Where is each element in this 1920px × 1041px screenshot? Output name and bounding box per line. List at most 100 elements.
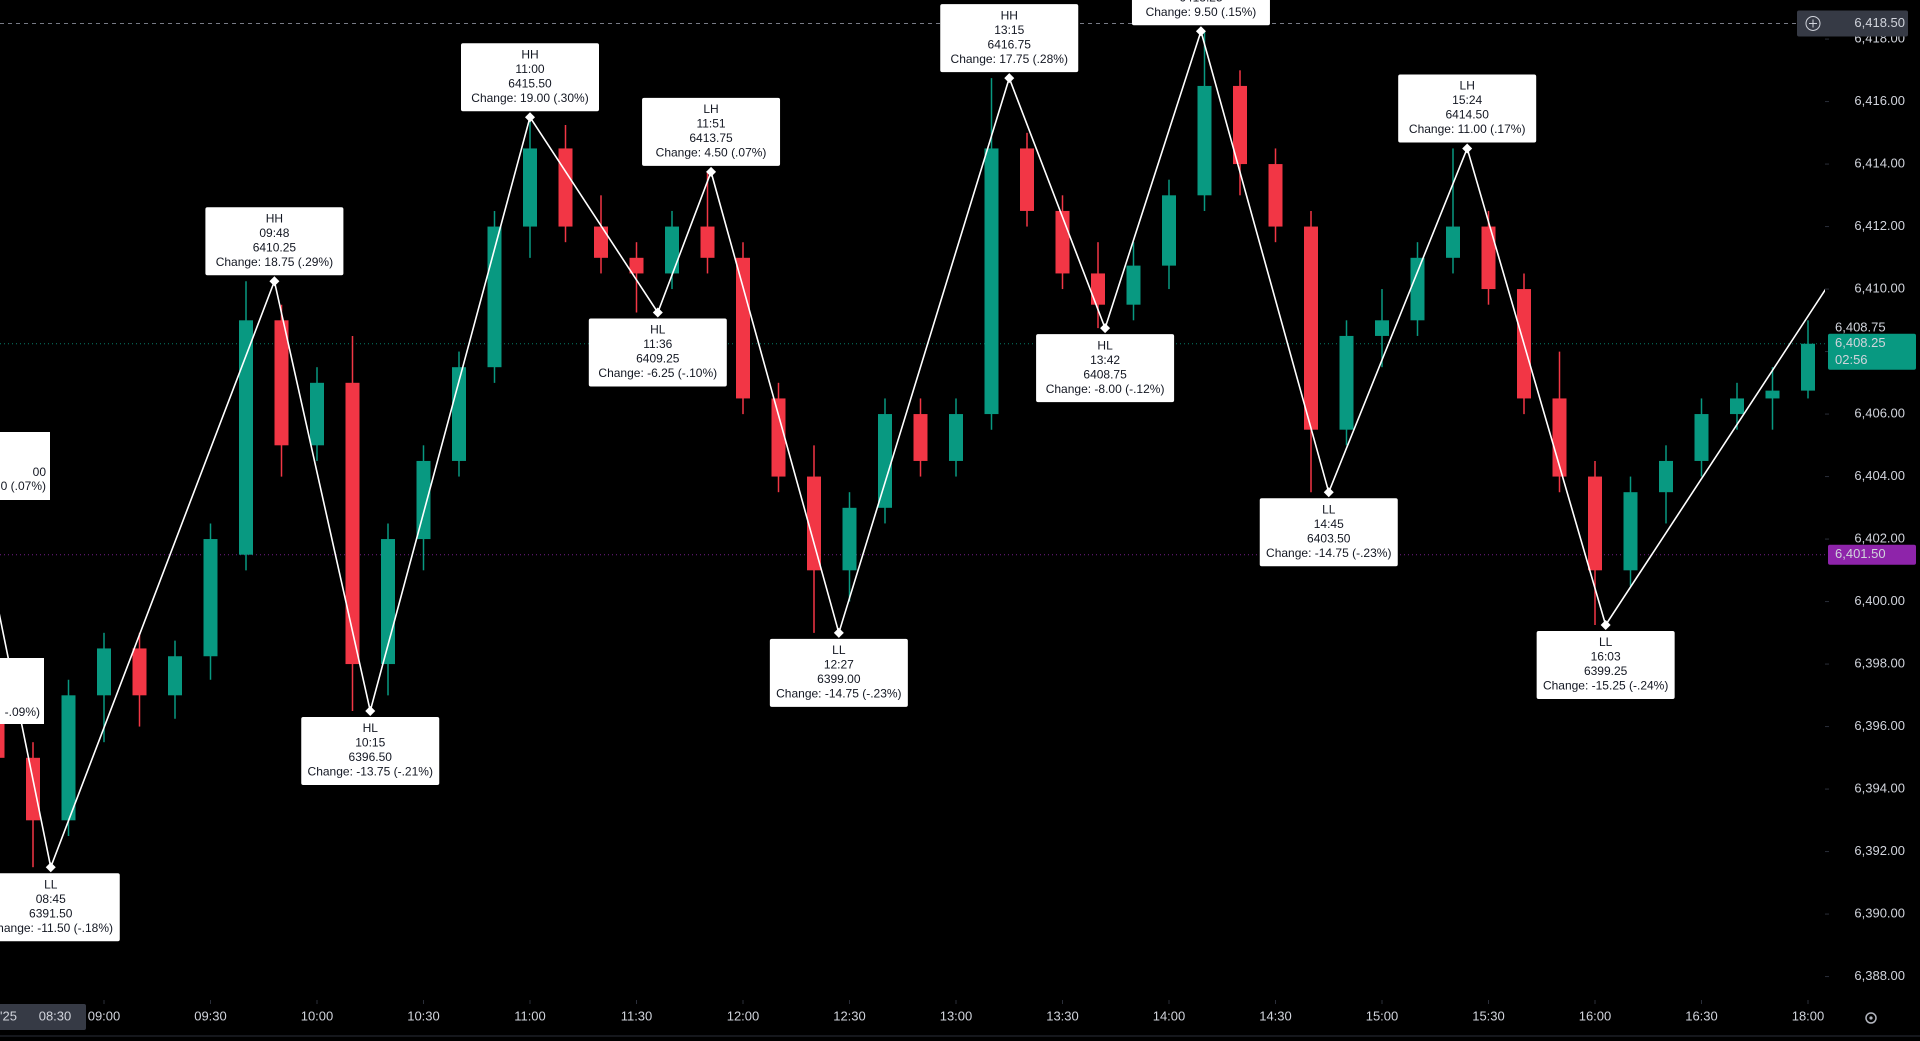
x-tick-label: 16:30 [1685, 1008, 1718, 1023]
pivot-box [1536, 631, 1675, 699]
candle-body [1801, 343, 1815, 391]
pivot-times: 14:45 [1314, 517, 1344, 531]
pivot-box [642, 97, 781, 166]
pivot-kinds: LL [832, 643, 846, 657]
candle-body [452, 367, 466, 461]
pivot-box [940, 4, 1079, 73]
candle-body [1197, 85, 1212, 196]
candle-body [416, 460, 431, 540]
pivot-changes: Change: 4.50 (.07%) [656, 146, 767, 160]
candle-body [1659, 460, 1673, 493]
crosshair-price: 6,418.50 [1854, 15, 1905, 30]
x-tick-label: 14:30 [1259, 1008, 1292, 1023]
pivot-times: 16:03 [1591, 650, 1621, 664]
edge-pivot-label: 000 (.07%) [0, 432, 50, 500]
pivot-kinds: LL [1322, 502, 1336, 516]
price-tag-countdown: 02:56 [1835, 352, 1868, 367]
pivot-marker [365, 705, 376, 716]
candle-body [629, 257, 644, 274]
candle-body [1233, 85, 1247, 165]
candle-body [203, 539, 218, 657]
candle-body [1091, 273, 1105, 305]
candle-body [1339, 335, 1354, 430]
crosshair-time-box [0, 1004, 86, 1030]
x-tick-label: 12:00 [727, 1008, 760, 1023]
x-tick-label: 18:00 [1792, 1008, 1825, 1023]
x-tick-label: 10:00 [301, 1008, 334, 1023]
pivot-changes: Change: -11.50 (-.18%) [0, 921, 113, 935]
price-tag-box [1828, 333, 1916, 370]
crosshair-date: '25 [0, 1008, 17, 1023]
pivot-kinds: HH [266, 211, 283, 225]
x-tick-label: 16:00 [1579, 1008, 1612, 1023]
pivot-box [1131, 0, 1270, 26]
pivot-value-labels: 6416.75 [988, 37, 1032, 51]
pivot-times: 11:51 [696, 117, 725, 131]
edge-pivot-text: 00 [33, 465, 47, 479]
pivot-kinds: LL [1599, 635, 1613, 649]
pivot-marker [269, 276, 280, 287]
candle-body [1162, 195, 1176, 266]
pivot-value-labels: 6409.25 [636, 352, 680, 366]
price-tag-label: 6,408.75 [1835, 320, 1886, 335]
pivot-value-labels: 6399.25 [1584, 664, 1628, 678]
y-tick-label: 6,400.00 [1854, 593, 1905, 608]
candle-body [594, 226, 608, 258]
candle-body [345, 382, 360, 665]
pivot-box [461, 43, 599, 112]
y-tick-label: 6,402.00 [1854, 531, 1905, 546]
pivot-changes: Change: -13.75 (-.21%) [308, 765, 433, 779]
pivot-box [1259, 498, 1398, 567]
zigzag-line [0, 28, 1825, 871]
pivot-times: 13:42 [1090, 353, 1120, 367]
pivot-changes: Change: 11.00 (.17%) [1409, 122, 1526, 136]
pivot-kinds: LL [44, 877, 58, 891]
x-tick-label: 11:30 [621, 1008, 653, 1023]
pivot-changes: Change: 18.75 (.29%) [216, 255, 333, 269]
candle-body [949, 414, 963, 461]
candle-body [807, 476, 821, 571]
price-tag-box [1828, 318, 1916, 339]
candle-body [1623, 492, 1638, 571]
pivot-kinds: HL [1097, 338, 1113, 352]
pivot-changes: Change: 9.50 (.15%) [1146, 5, 1257, 19]
candle-body [274, 320, 289, 446]
x-tick-label: 12:30 [833, 1008, 866, 1023]
pivot-marker [1004, 73, 1015, 84]
pivot-value-labels: 6391.50 [29, 906, 73, 920]
pivot-marker [1100, 323, 1111, 334]
pivot-marker [1323, 487, 1334, 498]
y-tick-label: 6,394.00 [1854, 781, 1905, 796]
settings-gear[interactable] [1865, 1012, 1877, 1024]
pivot-value-labels: 6414.50 [1446, 108, 1490, 122]
candle-body [523, 148, 537, 227]
candle-body [1268, 164, 1283, 227]
price-tag-label: 6,401.50 [1835, 546, 1886, 561]
price-tag-box [1828, 544, 1916, 565]
candle-body [1410, 257, 1425, 321]
candle-body [1588, 476, 1602, 571]
edge-pivot-label: -.09%) [0, 658, 44, 724]
pivot-value-labels: 6396.50 [349, 750, 393, 764]
y-tick-label: 6,414.00 [1854, 156, 1905, 171]
candle-body [913, 414, 928, 461]
candle-body [878, 414, 892, 508]
settings-icon[interactable] [1865, 1012, 1877, 1024]
x-tick-label: 14:00 [1153, 1008, 1186, 1023]
crosshair-add-icon[interactable] [1805, 15, 1821, 31]
candle-body [1304, 226, 1318, 430]
candle-body [1020, 148, 1034, 211]
y-tick-label: 6,392.00 [1854, 843, 1905, 858]
pivot-value-labels: 6415.50 [508, 76, 552, 90]
